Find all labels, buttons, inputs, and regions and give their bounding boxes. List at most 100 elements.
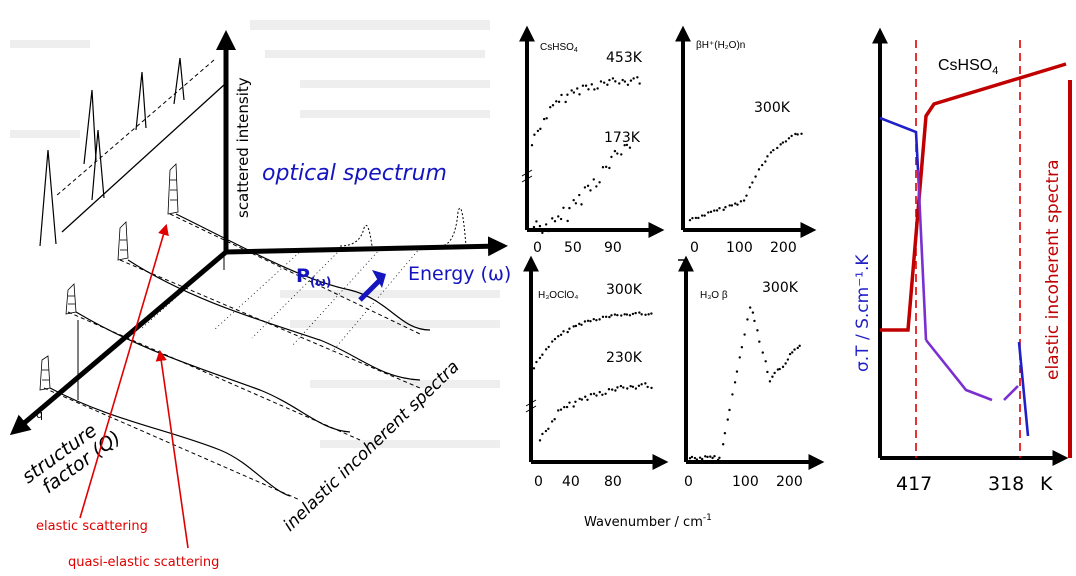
panel3-300k-dot: [592, 317, 595, 321]
p-omega-sub: (ω): [310, 275, 331, 289]
panel2-300k-dot: [772, 148, 775, 152]
panel1-453k-dot: [611, 77, 615, 80]
right-title: CsHSO4: [938, 57, 998, 77]
panel3-label: H₃OClO₄: [538, 290, 578, 301]
panel3-300k-dot: [559, 333, 563, 336]
panel4-300k-dot: [690, 455, 694, 459]
panel3-230k-dot: [574, 400, 577, 403]
panel3-230k-dot: [604, 392, 607, 396]
panel1-173k-dot: [544, 223, 548, 226]
x-tick-318: 318: [988, 473, 1024, 495]
wavenumber-exp: -1: [703, 513, 712, 523]
panel3-xtick-0: 0: [534, 474, 543, 490]
background-texture: [10, 20, 500, 448]
panel1-173k-dot: [562, 206, 565, 209]
panel4-300k-dot: [711, 456, 714, 460]
panel4-300k-dot: [733, 381, 737, 384]
panel4-300k-dot: [706, 455, 709, 459]
p-omega-main: P: [296, 265, 310, 287]
panel4-300k-dot: [784, 362, 787, 365]
panel1-label-sub: 4: [574, 47, 578, 54]
panel1-453k-dot: [549, 106, 552, 109]
panel3-230k-dot: [610, 388, 614, 391]
panel3-230k-dot: [557, 409, 560, 412]
panel4-300k-dot: [698, 456, 702, 459]
panel1-173k-dot: [568, 206, 571, 210]
panel1-453k-dot: [578, 93, 581, 96]
panel1-453k-dot: [629, 79, 633, 82]
panel1-453k-dot: [632, 77, 635, 80]
panel4-300k-dot: [738, 356, 741, 359]
panel3-230k-dot: [563, 405, 566, 409]
panel3-300k-dot: [650, 312, 653, 315]
panel3-300k-dot: [568, 327, 571, 330]
elastic-peak-2: [135, 71, 147, 131]
panel4-300k-dot: [761, 351, 764, 354]
panel1-xtick-2: 90: [604, 240, 622, 256]
panel2-300k-dot: [713, 209, 716, 212]
panel1-top-temp: 453K: [606, 50, 643, 66]
middle-spectra: CsHSO4 453K 173K 0 50 90 βH⁺(H₂O)n 300K …: [519, 25, 825, 530]
panel3-230k-dot: [634, 387, 638, 390]
panel2-300k-dot: [703, 214, 706, 217]
panel1-453k-dot: [539, 127, 542, 131]
panel1-453k-dot: [621, 78, 624, 82]
panel3-230k-dot: [637, 384, 641, 387]
panel3-230k-dot: [559, 408, 563, 411]
hatched-peaks: [39, 163, 179, 391]
panel2-300k-dot: [709, 210, 713, 214]
panel1-453k-dot: [593, 88, 596, 91]
panel2-300k-dot: [769, 151, 773, 154]
panel1-453k-dot: [536, 129, 540, 133]
panel2-xtick-2: 200: [770, 240, 797, 256]
sigma-axis-label: σ.T / S.cm⁻¹.K: [853, 254, 873, 372]
panel3-300k-dot: [538, 356, 542, 360]
panel2-300k-dot: [794, 132, 797, 136]
panel4-300k-dot: [766, 370, 769, 374]
panel1-453k-dot: [542, 117, 546, 121]
panel3-230k-dot: [646, 385, 649, 389]
panel1-453k-dot: [623, 80, 627, 83]
panel3-300k-dot: [595, 318, 598, 322]
panel1-173k-dot: [589, 189, 592, 192]
panel4-300k-dot: [746, 318, 749, 321]
panel4-300k-dot: [735, 370, 739, 373]
q-tick-label: q: [36, 408, 43, 421]
panel4-300k-dot: [786, 358, 790, 361]
panel3-230k-dot: [538, 439, 542, 442]
right-title-main: CsHSO: [938, 57, 992, 74]
panel4-300k-dot: [713, 455, 716, 458]
panel4-300k-dot: [723, 432, 727, 435]
panel1-453k-dot: [551, 104, 555, 107]
panel3-300k-dot: [601, 315, 605, 319]
panel3-300k-dot: [566, 330, 569, 334]
panel4-300k-dot: [693, 456, 697, 460]
panel1-dots: [530, 76, 641, 235]
panel3-300k-dot: [586, 319, 590, 322]
panel1-453k-dot: [557, 100, 561, 104]
wavenumber-axis-title: Wavenumber / cm-1: [584, 513, 712, 530]
panel1-453k-dot: [560, 93, 563, 97]
panel3-300k-dot: [608, 315, 611, 319]
quasi-arrow: [155, 349, 189, 549]
panel3-230k-dot: [626, 387, 629, 390]
panel1-173k-dot: [551, 217, 554, 220]
panel1-173k-dot: [557, 215, 560, 218]
panel3-dots: [532, 311, 653, 442]
panel1-xtick-1: 50: [564, 240, 582, 256]
panel2-300k-dot: [722, 208, 725, 212]
panel3-230k-dot: [553, 417, 556, 421]
panel2-300k-dot: [715, 209, 719, 212]
panel1-453k-dot: [606, 83, 609, 86]
x-unit: K: [1040, 473, 1053, 495]
panel4-300k-dot: [778, 367, 781, 371]
panel4-300k-dot: [793, 348, 796, 351]
panel3-300k-dot: [623, 313, 626, 316]
panel4-300k-dot: [771, 375, 774, 378]
panel2-300k-dot: [754, 175, 757, 178]
panel2-300k-dot: [734, 202, 737, 205]
panel3-300k-dot: [578, 322, 581, 326]
panel4-xtick-0: 0: [684, 474, 693, 490]
panel1-173k-dot: [538, 224, 542, 228]
panel2-300k-dot: [697, 216, 700, 220]
